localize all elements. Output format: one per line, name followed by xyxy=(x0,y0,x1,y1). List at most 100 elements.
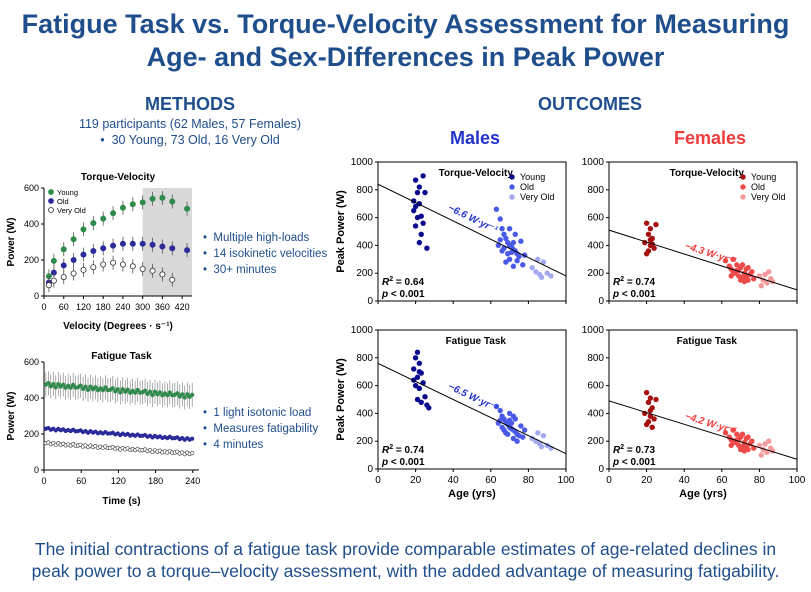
old-point xyxy=(510,435,517,442)
data-point xyxy=(142,388,148,393)
x-tick-label: 420 xyxy=(175,302,190,312)
young-point xyxy=(647,237,654,243)
young-point xyxy=(651,416,657,422)
young-point xyxy=(647,407,654,414)
data-point xyxy=(100,388,105,393)
data-point xyxy=(133,390,138,395)
regression-line xyxy=(377,183,567,277)
old-point xyxy=(503,235,509,242)
data-point xyxy=(61,382,66,387)
young-point xyxy=(653,396,659,403)
old-point xyxy=(521,427,528,433)
legend-marker xyxy=(48,207,54,213)
data-point xyxy=(51,382,56,387)
data-point xyxy=(159,194,166,201)
y-tick-label: 400 xyxy=(587,240,604,251)
young-point xyxy=(420,220,426,226)
legend-label: Young xyxy=(57,188,78,197)
data-point xyxy=(149,195,156,202)
chart-title: Fatigue Task xyxy=(446,336,507,347)
very-old-point xyxy=(535,256,541,262)
young-point xyxy=(647,413,654,419)
young-point xyxy=(643,421,650,428)
data-point xyxy=(135,387,140,393)
fatigue-bullet: • 4 minutes xyxy=(203,439,264,451)
data-point xyxy=(100,245,107,252)
data-point xyxy=(118,390,123,395)
old-point xyxy=(745,264,751,271)
old-point xyxy=(510,413,517,419)
data-point xyxy=(93,385,98,390)
regression-line xyxy=(608,229,798,291)
very-old-point xyxy=(758,283,764,289)
young-point xyxy=(414,396,421,403)
x-axis-label: Velocity (Degrees · s⁻¹) xyxy=(63,321,173,332)
legend-marker xyxy=(740,194,746,200)
methods-heading: METHODS xyxy=(145,94,235,114)
x-tick-label: 0 xyxy=(41,302,46,312)
young-point xyxy=(643,389,650,396)
legend-marker xyxy=(48,189,54,195)
data-point xyxy=(56,382,61,387)
old-point xyxy=(505,251,511,257)
chart-title: Fatigue Task xyxy=(677,336,738,347)
young-point xyxy=(426,405,432,411)
very-old-point xyxy=(764,280,770,286)
title-line-1: Fatigue Task vs. Torque-Velocity Assessm… xyxy=(21,9,790,39)
legend-label: Young xyxy=(751,172,776,182)
old-point xyxy=(734,431,740,437)
data-point xyxy=(159,243,166,250)
shaded-region xyxy=(142,188,192,296)
p-value-label: p < 0.001 xyxy=(381,289,425,300)
y-tick-label: 0 xyxy=(367,464,373,475)
old-point xyxy=(739,262,746,268)
very-old-point xyxy=(766,269,772,275)
y-tick-label: 400 xyxy=(587,408,604,419)
x-tick-label: 120 xyxy=(111,476,126,486)
x-tick-label: 60 xyxy=(59,302,69,312)
old-point xyxy=(506,410,513,417)
young-point xyxy=(411,207,417,214)
data-point xyxy=(70,270,77,277)
y-tick-label: 1000 xyxy=(582,157,605,168)
y-tick-label: 600 xyxy=(24,357,39,367)
y-tick-label: 200 xyxy=(587,436,604,447)
x-tick-label: 60 xyxy=(76,476,86,486)
old-point xyxy=(741,278,748,285)
young-point xyxy=(647,226,654,232)
data-point xyxy=(167,390,172,395)
legend-label: Very Old xyxy=(57,206,86,215)
y-tick-label: 200 xyxy=(24,429,39,439)
legend-marker xyxy=(740,184,746,190)
old-point xyxy=(503,259,509,265)
x-tick-label: 100 xyxy=(558,475,575,486)
tv-bullet: • Multiple high-loads xyxy=(203,232,310,244)
old-point xyxy=(743,274,749,281)
y-tick-label: 400 xyxy=(24,219,39,229)
y-tick-label: 200 xyxy=(24,255,39,265)
old-point xyxy=(749,269,755,275)
young-point xyxy=(647,395,654,401)
y-axis-label: Peak Power (W) xyxy=(335,190,347,273)
young-point xyxy=(416,385,423,392)
x-tick-label: 40 xyxy=(679,475,691,486)
y-tick-label: 200 xyxy=(356,268,373,279)
y-tick-label: 1000 xyxy=(351,325,374,336)
young-point xyxy=(422,394,428,400)
data-point xyxy=(139,199,146,206)
chart-title: Fatigue Task xyxy=(91,351,152,362)
young-point xyxy=(418,399,424,405)
young-point xyxy=(416,184,423,190)
young-point xyxy=(420,173,426,179)
very-old-point xyxy=(762,441,768,447)
young-point xyxy=(414,189,421,196)
fatigue-bullet: • 1 light isotonic load xyxy=(203,407,312,419)
data-point xyxy=(115,387,120,392)
very-old-point xyxy=(544,270,550,276)
y-tick-label: 800 xyxy=(356,353,373,364)
old-point xyxy=(722,257,729,264)
data-point xyxy=(147,389,153,394)
data-point xyxy=(100,215,107,222)
x-tick-label: 80 xyxy=(754,475,766,486)
data-point xyxy=(90,220,97,227)
